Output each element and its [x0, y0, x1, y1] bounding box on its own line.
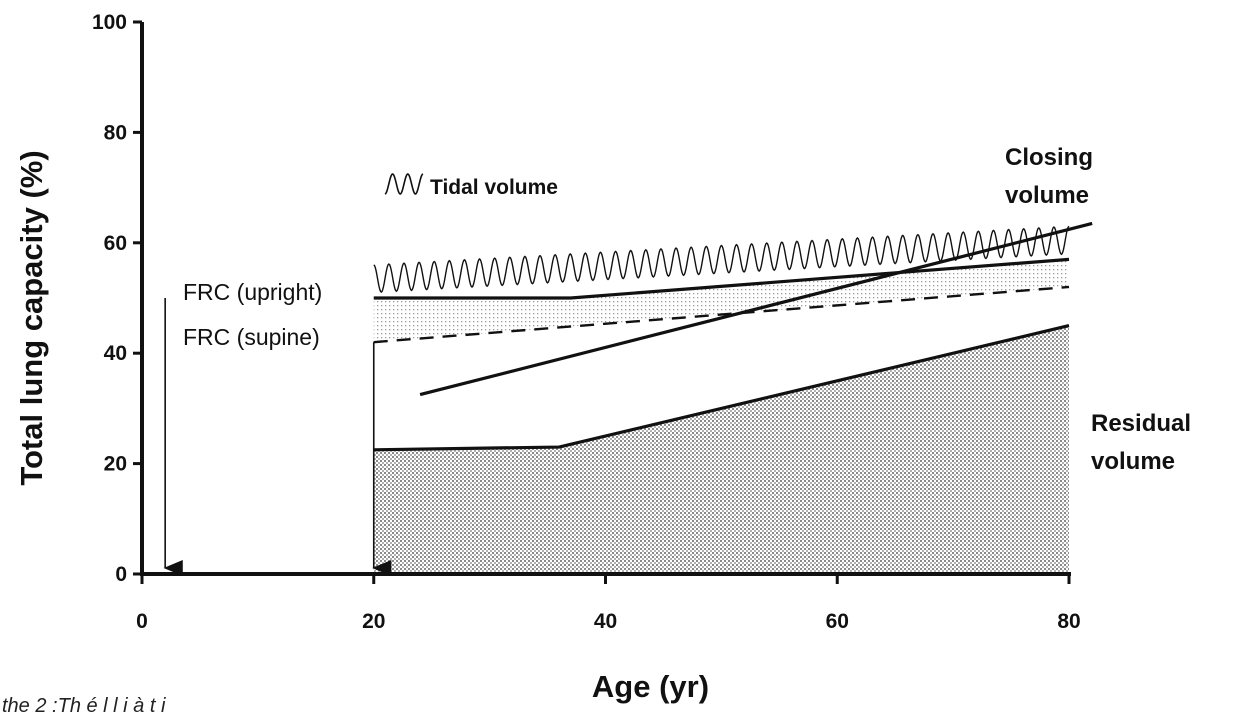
closing-volume-label-line1: Closing [1005, 144, 1093, 171]
frc-band-area [373, 259, 1069, 343]
x-tick-label-80: 80 [1057, 610, 1080, 633]
y-tick-label-100: 100 [92, 11, 127, 34]
x-axis-title: Age (yr) [592, 669, 709, 704]
y-tick-label-80: 80 [104, 121, 127, 144]
y-tick-label-60: 60 [104, 232, 127, 255]
x-tick-label-0: 0 [136, 610, 148, 633]
caption-fragment: the 2 :Th é l l i à t i [2, 695, 166, 713]
residual-volume-label-line1: Residual [1091, 410, 1191, 437]
frc-supine-line [373, 285, 1070, 344]
x-tick-label-40: 40 [594, 610, 617, 633]
frc-supine-label: FRC (supine) [183, 324, 320, 350]
tidal-volume-label: Tidal volume [430, 176, 558, 199]
residual-volume-label-line2: volume [1091, 448, 1175, 475]
frc-upright-label: FRC (upright) [183, 279, 322, 305]
closing-volume-label-line2: volume [1005, 182, 1089, 209]
y-tick-label-40: 40 [104, 342, 127, 365]
axes: 0 20 40 60 80 100 0 20 40 60 80 [92, 11, 1081, 633]
tidal-volume-line [373, 225, 1070, 293]
residual-volume-line [373, 324, 1070, 452]
y-axis-title: Total lung capacity (%) [14, 150, 49, 485]
x-tick-label-60: 60 [826, 610, 849, 633]
shaded-regions [373, 259, 1069, 574]
y-tick-label-20: 20 [104, 453, 127, 476]
x-tick-label-20: 20 [362, 610, 385, 633]
y-tick-label-0: 0 [115, 563, 127, 586]
tidal-volume-legend-glyph [384, 173, 424, 195]
residual-volume-area [373, 325, 1069, 574]
curves [163, 173, 1093, 576]
closing-volume-line [419, 221, 1093, 397]
